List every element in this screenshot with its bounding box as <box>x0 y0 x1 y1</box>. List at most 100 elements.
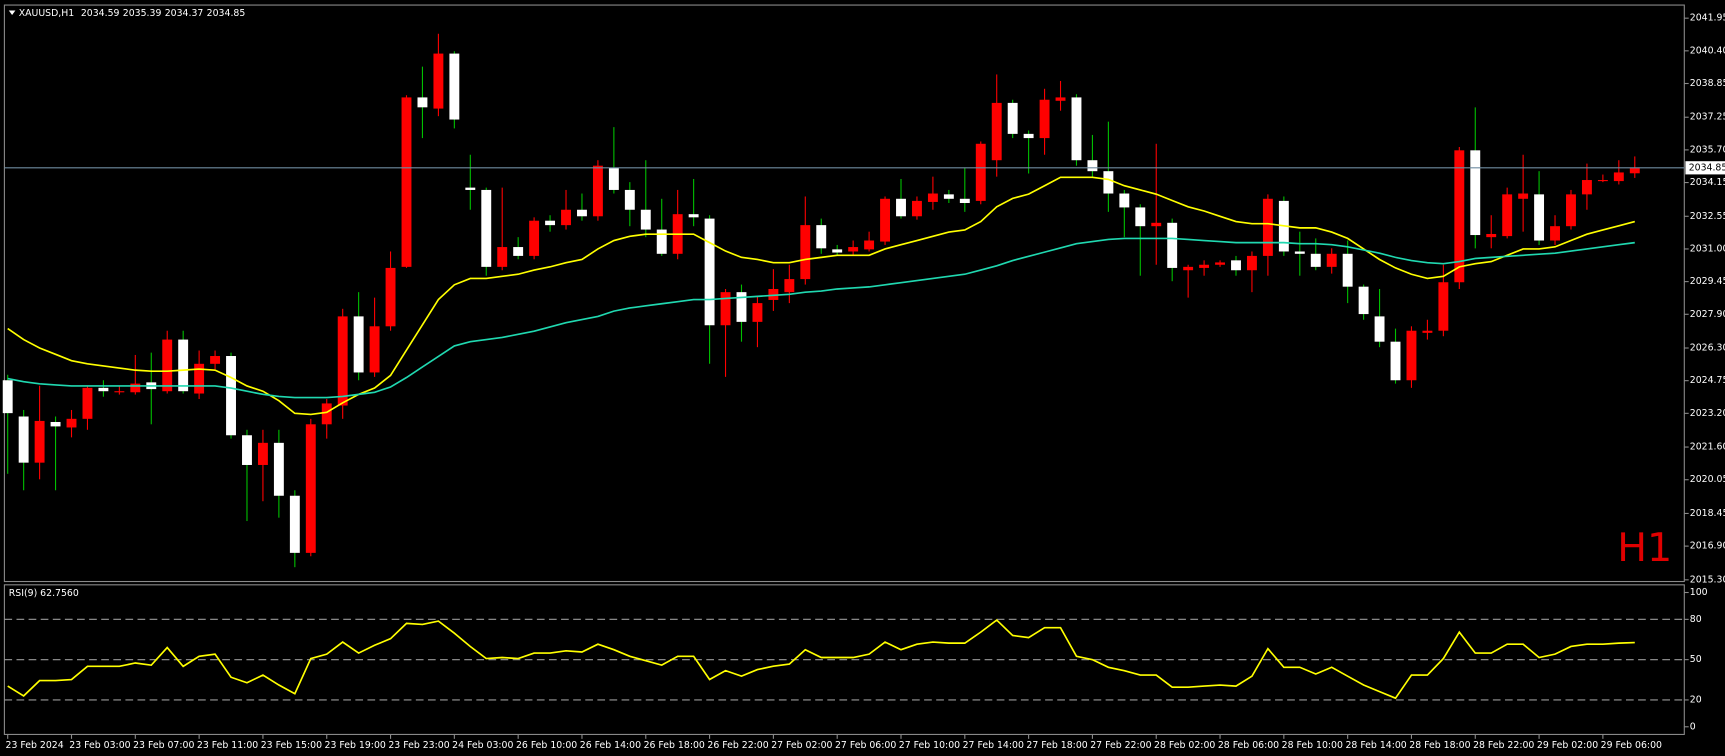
candle-body <box>1215 262 1225 265</box>
x-tick-label: 27 Feb 18:00 <box>1026 740 1087 751</box>
candle-body <box>577 209 587 217</box>
menu-triangle[interactable] <box>8 10 16 15</box>
candle-body <box>1183 266 1194 271</box>
candle-body <box>848 247 859 252</box>
y-tick-label: 2034.15 <box>1690 177 1725 188</box>
candle-body <box>497 247 508 267</box>
y-tick-label: 2024.75 <box>1690 375 1725 386</box>
candle-body <box>927 193 938 202</box>
x-tick-label: 26 Feb 10:00 <box>516 740 577 751</box>
candle-body <box>1326 253 1337 267</box>
candle-body <box>959 198 970 204</box>
candle-body <box>401 97 412 267</box>
high-price: 2035.39 <box>123 7 162 18</box>
y-tick-label: 2015.30 <box>1690 574 1725 585</box>
candle-body <box>433 53 444 109</box>
candle-body <box>832 249 843 253</box>
candle-body <box>1262 198 1273 256</box>
y-tick-label: 2021.60 <box>1690 442 1725 453</box>
candle-body <box>1390 341 1401 381</box>
candle-body <box>1502 194 1513 237</box>
x-tick-label: 28 Feb 10:00 <box>1282 740 1343 751</box>
y-tick-label: 2026.30 <box>1690 343 1725 354</box>
candle-body <box>720 292 731 326</box>
candle-body <box>768 288 779 300</box>
candle-body <box>1550 226 1560 241</box>
candle-body <box>178 339 189 392</box>
candle-body <box>2 380 13 414</box>
x-tick-label: 29 Feb 06:00 <box>1601 740 1662 751</box>
candle-body <box>1246 255 1257 271</box>
candle-body <box>1023 133 1034 139</box>
candle-body <box>1103 171 1114 194</box>
x-tick-label: 26 Feb 18:00 <box>644 740 705 751</box>
y-tick-label: 2037.25 <box>1690 112 1725 123</box>
x-tick-label: 23 Feb 15:00 <box>261 740 322 751</box>
candle-body <box>991 102 1002 161</box>
x-tick-label: 23 Feb 11:00 <box>197 740 258 751</box>
price-label-box <box>1685 161 1725 175</box>
candle-body <box>353 316 364 373</box>
candle-body <box>417 97 428 108</box>
candle-body <box>624 189 635 210</box>
candle-body <box>592 165 603 217</box>
y-tick-label: 2027.90 <box>1690 309 1725 320</box>
x-tick-label: 23 Feb 19:00 <box>325 740 386 751</box>
x-tick-label: 26 Feb 22:00 <box>707 740 768 751</box>
candle-body <box>242 435 252 465</box>
candle-body <box>656 229 667 254</box>
candle-body <box>1597 180 1608 182</box>
candle-body <box>1566 194 1576 227</box>
candle-body <box>114 391 125 393</box>
candle-body <box>1422 330 1433 333</box>
y-tick-label: 80 <box>1690 614 1702 625</box>
candle-body <box>736 292 747 322</box>
timeframe-label: H1 <box>1617 525 1672 571</box>
y-tick-label: 2018.45 <box>1690 508 1725 519</box>
candle-body <box>1342 253 1353 287</box>
candle-body <box>912 200 922 217</box>
x-tick-label: 26 Feb 14:00 <box>580 740 641 751</box>
x-tick-label: 28 Feb 02:00 <box>1154 740 1215 751</box>
candle-body <box>1534 194 1545 241</box>
candle-body <box>1310 253 1321 267</box>
x-tick-label: 27 Feb 14:00 <box>963 740 1024 751</box>
x-tick-label: 27 Feb 22:00 <box>1090 740 1151 751</box>
candle-body <box>608 167 619 190</box>
candle-body <box>369 326 380 373</box>
candle-body <box>1470 150 1481 236</box>
candle-body <box>1406 330 1417 381</box>
candle-body <box>880 198 891 242</box>
y-tick-label: 2016.90 <box>1690 541 1725 552</box>
open-price: 2034.59 <box>81 7 120 18</box>
candle-body <box>321 403 332 425</box>
y-tick-label: 50 <box>1690 654 1702 665</box>
y-tick-label: 2035.70 <box>1690 144 1725 155</box>
x-tick-label: 28 Feb 22:00 <box>1473 740 1534 751</box>
candle-body <box>864 240 875 250</box>
y-tick-label: 0 <box>1690 721 1696 732</box>
candle-body <box>1007 102 1018 134</box>
moving-average <box>7 176 1636 416</box>
candle-body <box>896 198 906 217</box>
candle-body <box>816 225 827 249</box>
y-tick-label: 2040.40 <box>1690 45 1725 56</box>
y-tick-label: 2032.55 <box>1690 211 1725 222</box>
y-tick-label: 2020.05 <box>1690 474 1725 485</box>
y-tick-label: 2029.45 <box>1690 276 1725 287</box>
candle-body <box>273 442 284 496</box>
candle-body <box>704 218 715 326</box>
y-tick-label: 100 <box>1690 587 1708 598</box>
candle-body <box>1087 160 1098 172</box>
candle-body <box>18 416 29 463</box>
candle-body <box>34 420 45 463</box>
candle-body <box>385 267 396 327</box>
candle-body <box>465 187 476 190</box>
candle-body <box>194 363 205 394</box>
x-tick-label: 23 Feb 23:00 <box>388 740 449 751</box>
candle-body <box>561 209 571 226</box>
close-price: 2034.85 <box>207 7 246 18</box>
candle-body <box>1454 150 1465 283</box>
